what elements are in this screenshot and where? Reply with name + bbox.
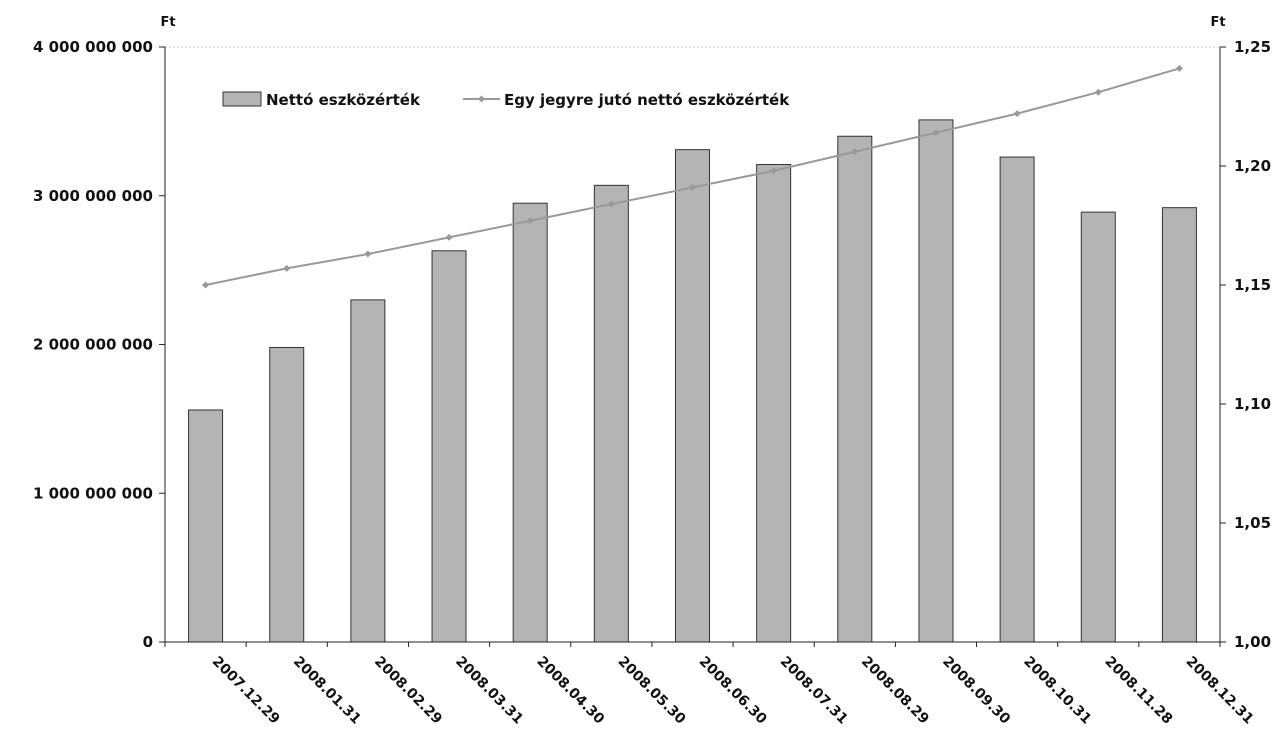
category-label: 2007.12.29 — [209, 654, 283, 728]
bar — [512, 202, 548, 643]
bar — [188, 409, 224, 643]
left-tick-label: 2 000 000 000 — [33, 336, 153, 354]
line-point — [1175, 64, 1183, 72]
category-label: 2008.03.31 — [452, 654, 526, 728]
line-point — [445, 233, 453, 241]
line-point — [202, 281, 210, 289]
bar — [999, 156, 1035, 643]
right-tick-label: 1,20 — [1234, 157, 1271, 175]
legend-bar-label: Nettó eszközérték — [266, 91, 421, 109]
left-tick-label: 3 000 000 000 — [33, 187, 153, 205]
line-point — [283, 264, 291, 272]
line-point — [770, 167, 778, 175]
line-point — [364, 250, 372, 258]
legend-bar-swatch — [222, 91, 262, 107]
category-label: 2008.11.28 — [1101, 654, 1175, 728]
bar — [269, 346, 305, 643]
right-tick-label: 1,10 — [1234, 395, 1271, 413]
category-label: 2008.08.29 — [858, 654, 932, 728]
line-point — [932, 129, 940, 137]
right-axis-unit: Ft — [1210, 15, 1225, 30]
category-label: 2008.10.31 — [1020, 654, 1094, 728]
category-label: 2008.06.30 — [696, 654, 770, 728]
line-point — [1094, 88, 1102, 96]
line-point — [1013, 110, 1021, 118]
left-tick-label: 4 000 000 000 — [33, 38, 153, 56]
category-label: 2008.05.30 — [615, 654, 689, 728]
bar — [837, 135, 873, 643]
legend-line-label: Egy jegyre jutó nettó eszközérték — [504, 91, 790, 109]
line-point — [689, 183, 696, 191]
bar — [431, 250, 467, 643]
bar — [918, 119, 954, 643]
bar-series — [188, 119, 1197, 643]
category-label: 2008.12.31 — [1183, 654, 1257, 728]
category-labels: 2007.12.29 2008.01.31 2008.02.29 2008.03.31… — [209, 654, 1257, 728]
legend-line-marker — [478, 95, 485, 103]
line-point — [526, 217, 534, 225]
right-tick-label: 1,25 — [1234, 38, 1271, 56]
right-tick-label: 1,15 — [1234, 276, 1271, 294]
bar — [675, 149, 710, 643]
left-tick-label: 0 — [143, 633, 153, 651]
legend: Nettó eszközérték Egy jegyre jutó nettó … — [222, 91, 790, 109]
bar — [1161, 207, 1197, 643]
bar — [756, 164, 792, 643]
line-point — [607, 200, 615, 208]
category-label: 2008.09.30 — [939, 654, 1013, 728]
bar — [350, 299, 386, 643]
line-series — [202, 64, 1183, 289]
left-axis-ticks: 0 1 000 000 000 2 000 000 000 3 000 000 000… — [33, 38, 165, 651]
line-point — [851, 148, 859, 156]
category-label: 2008.07.31 — [777, 654, 851, 728]
right-axis-ticks: 1,00 1,05 1,10 1,15 1,20 1,25 — [1220, 38, 1271, 651]
category-label: 2008.02.29 — [371, 654, 445, 728]
category-label: 2008.01.31 — [290, 654, 364, 728]
bar — [593, 184, 629, 643]
bar — [1080, 211, 1116, 643]
left-axis-unit: Ft — [160, 15, 175, 30]
category-label: 2008.04.30 — [533, 654, 607, 728]
left-tick-label: 1 000 000 000 — [33, 484, 153, 502]
right-tick-label: 1,00 — [1234, 633, 1271, 651]
right-tick-label: 1,05 — [1234, 514, 1271, 532]
